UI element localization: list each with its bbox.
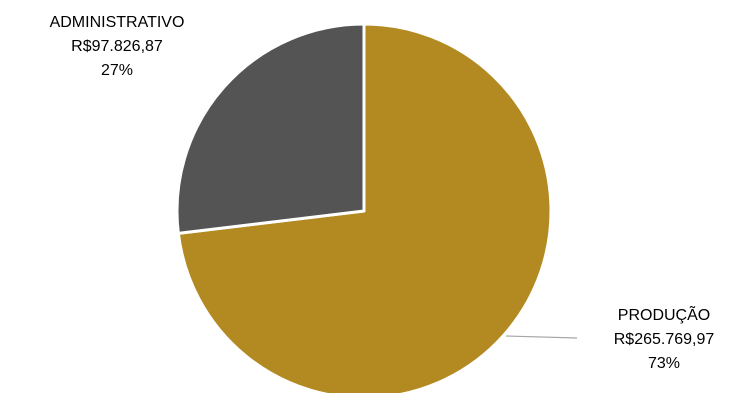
data-label-producao: PRODUÇÃO R$265.769,97 73% [614,304,715,372]
pie-slices [175,22,553,393]
data-label-administrativo-category: ADMINISTRATIVO [50,14,185,31]
leader-line-producao [505,335,578,339]
data-label-administrativo-percent: 27% [101,62,133,79]
data-label-producao-category: PRODUÇÃO [618,304,710,324]
data-label-administrativo: ADMINISTRATIVO R$97.826,87 27% [50,14,185,79]
data-label-producao-value: R$265.769,97 [614,331,715,348]
data-label-producao-percent: 73% [648,355,680,372]
data-label-administrativo-value: R$97.826,87 [71,38,163,55]
pie-slice-administrativo [175,22,366,235]
